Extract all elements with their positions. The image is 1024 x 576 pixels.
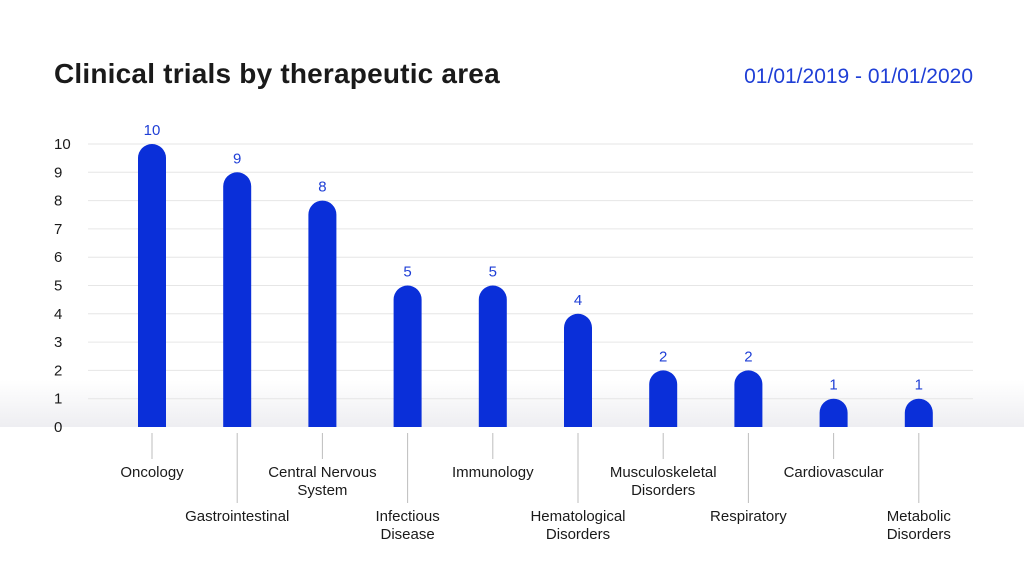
category-label: Gastrointestinal (185, 508, 289, 525)
y-tick-label: 4 (54, 306, 62, 323)
category-label: Cardiovascular (784, 464, 884, 481)
y-tick-label: 9 (54, 164, 62, 181)
y-tick-label: 10 (54, 136, 71, 153)
category-label: Hematological (530, 508, 625, 525)
bar (649, 370, 678, 427)
bar (308, 200, 337, 427)
category-label: Oncology (120, 464, 184, 481)
bar-value-label: 1 (829, 377, 837, 394)
bar-value-label: 9 (233, 150, 241, 167)
category-label: Disorders (887, 526, 951, 543)
y-tick-label: 3 (54, 334, 62, 351)
bar-value-label: 2 (744, 348, 752, 365)
y-axis-ticks: 0 1 2 3 4 5 6 7 8 9 10 (54, 136, 71, 436)
category-labels: Oncology Gastrointestinal Central NervousS… (120, 464, 951, 543)
category-label: Central Nervous (268, 464, 376, 481)
bar (138, 144, 166, 427)
grid-lines (88, 143, 973, 400)
category-label: Metabolic (887, 508, 952, 525)
bar (904, 398, 933, 427)
bar-value-label: 4 (574, 292, 582, 309)
category-label: Respiratory (710, 508, 787, 525)
date-range: 01/01/2019 - 01/01/2020 (744, 65, 973, 88)
chart-floor-shadow (0, 380, 1024, 427)
bar-value-label: 10 (144, 122, 161, 139)
bar (393, 285, 422, 427)
y-tick-label: 2 (54, 362, 62, 379)
y-tick-label: 1 (54, 391, 62, 408)
bar-value-label: 8 (318, 179, 326, 196)
bars (138, 144, 933, 427)
bar (478, 285, 507, 427)
page-title: Clinical trials by therapeutic area (54, 58, 500, 89)
category-label: System (297, 482, 347, 499)
category-label: Disease (380, 526, 434, 543)
category-label: Musculoskeletal (610, 464, 717, 481)
bar (819, 398, 848, 427)
category-label: Disorders (631, 482, 695, 499)
y-tick-label: 0 (54, 419, 62, 436)
y-tick-label: 6 (54, 249, 62, 266)
category-label: Immunology (452, 464, 534, 481)
y-tick-label: 7 (54, 221, 62, 238)
bar (223, 172, 252, 427)
bar-value-labels: 10 9 8 5 5 4 2 2 1 1 (144, 122, 923, 394)
bar-value-label: 2 (659, 348, 667, 365)
category-connectors (151, 433, 920, 503)
bar (564, 313, 592, 427)
y-tick-label: 8 (54, 193, 62, 210)
category-label: Infectious (375, 508, 439, 525)
bar (734, 370, 763, 427)
bar-value-label: 5 (489, 264, 497, 281)
category-label: Disorders (546, 526, 610, 543)
y-tick-label: 5 (54, 278, 62, 295)
bar-value-label: 1 (915, 377, 923, 394)
bar-value-label: 5 (403, 264, 411, 281)
